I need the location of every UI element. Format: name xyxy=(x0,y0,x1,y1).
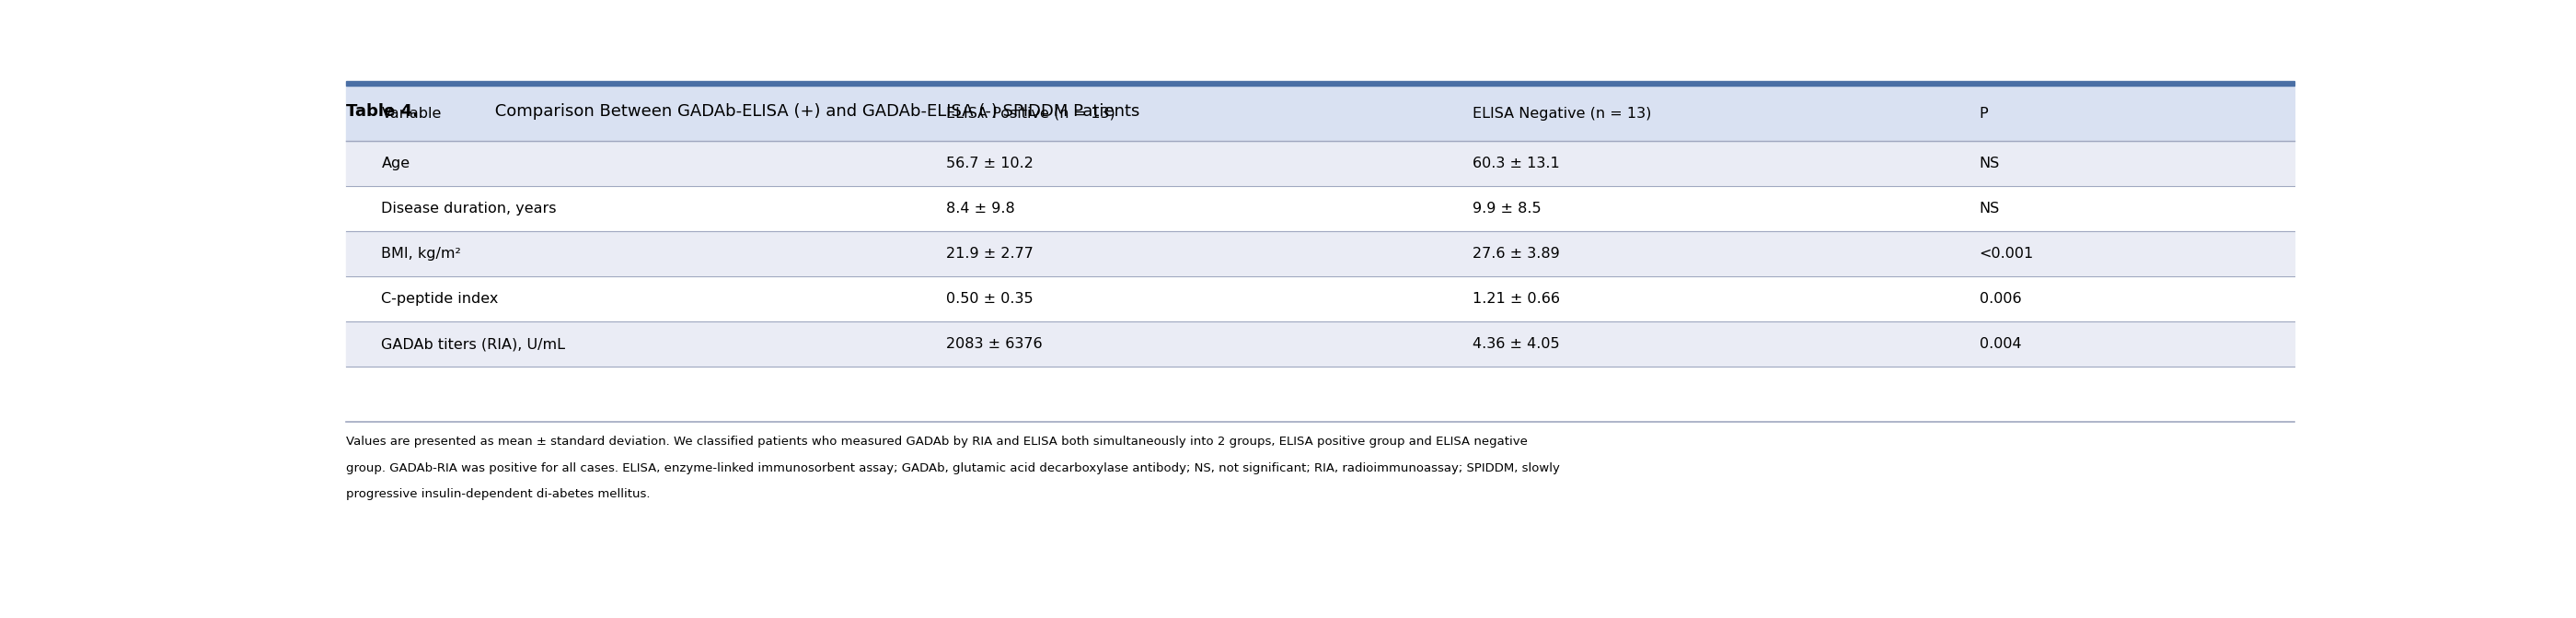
Text: 21.9 ± 2.77: 21.9 ± 2.77 xyxy=(945,247,1033,261)
Text: GADAb titers (RIA), U/mL: GADAb titers (RIA), U/mL xyxy=(381,337,567,351)
Text: BMI, kg/m²: BMI, kg/m² xyxy=(381,247,461,261)
Text: progressive insulin-dependent di-abetes mellitus.: progressive insulin-dependent di-abetes … xyxy=(345,488,649,500)
Text: C-peptide index: C-peptide index xyxy=(381,292,500,306)
Bar xyxy=(345,321,2295,367)
Bar xyxy=(345,86,2295,141)
Text: Disease duration, years: Disease duration, years xyxy=(381,201,556,216)
Bar xyxy=(345,82,2295,86)
Bar xyxy=(345,276,2295,321)
Text: 8.4 ± 9.8: 8.4 ± 9.8 xyxy=(945,201,1015,216)
Text: NS: NS xyxy=(1978,156,1999,171)
Text: 0.006: 0.006 xyxy=(1978,292,2022,306)
Text: 4.36 ± 4.05: 4.36 ± 4.05 xyxy=(1473,337,1558,351)
Text: Age: Age xyxy=(381,156,410,171)
Bar xyxy=(345,141,2295,186)
Text: NS: NS xyxy=(1978,201,1999,216)
Text: ELISA Positive (n = 13): ELISA Positive (n = 13) xyxy=(945,106,1115,121)
Text: Variable: Variable xyxy=(381,106,440,121)
Text: 2083 ± 6376: 2083 ± 6376 xyxy=(945,337,1043,351)
Text: Table 4.: Table 4. xyxy=(345,103,417,119)
Text: 9.9 ± 8.5: 9.9 ± 8.5 xyxy=(1473,201,1540,216)
Text: 56.7 ± 10.2: 56.7 ± 10.2 xyxy=(945,156,1033,171)
Text: ELISA Negative (n = 13): ELISA Negative (n = 13) xyxy=(1473,106,1651,121)
Text: Comparison Between GADAb-ELISA (+) and GADAb-ELISA (-) SPIDDM Patients: Comparison Between GADAb-ELISA (+) and G… xyxy=(489,103,1139,119)
Text: 1.21 ± 0.66: 1.21 ± 0.66 xyxy=(1473,292,1561,306)
Text: 60.3 ± 13.1: 60.3 ± 13.1 xyxy=(1473,156,1558,171)
Text: <0.001: <0.001 xyxy=(1978,247,2032,261)
Text: 27.6 ± 3.89: 27.6 ± 3.89 xyxy=(1473,247,1558,261)
Bar xyxy=(345,231,2295,276)
Text: 0.004: 0.004 xyxy=(1978,337,2022,351)
Text: Values are presented as mean ± standard deviation. We classified patients who me: Values are presented as mean ± standard … xyxy=(345,436,1528,448)
Text: group. GADAb-RIA was positive for all cases. ELISA, enzyme-linked immunosorbent : group. GADAb-RIA was positive for all ca… xyxy=(345,462,1558,474)
Text: 0.50 ± 0.35: 0.50 ± 0.35 xyxy=(945,292,1033,306)
Bar xyxy=(345,186,2295,231)
Text: P: P xyxy=(1978,106,1989,121)
